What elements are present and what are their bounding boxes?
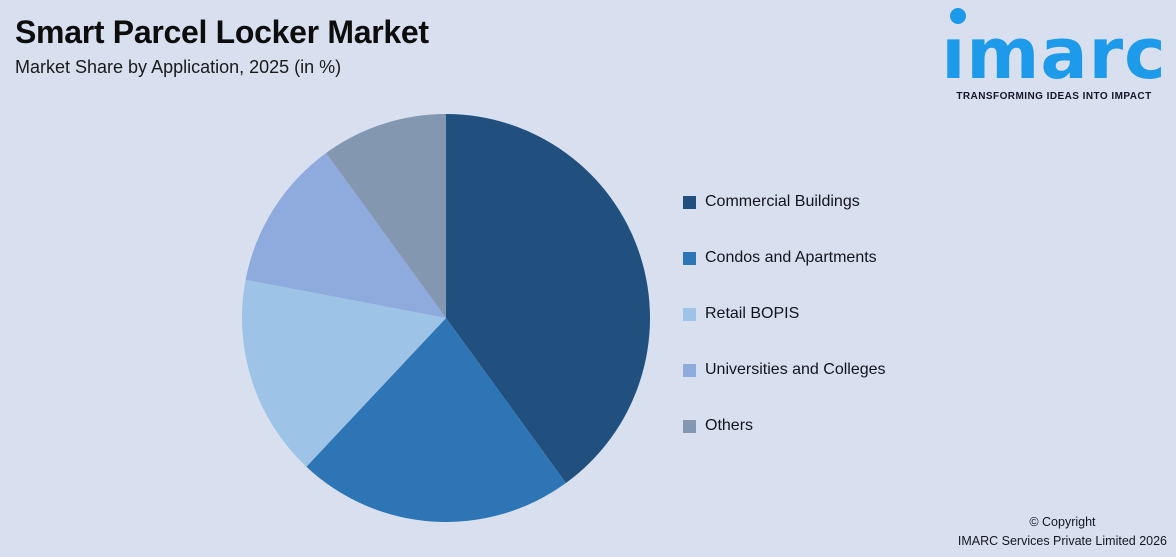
page-subtitle: Market Share by Application, 2025 (in %) xyxy=(15,56,342,77)
legend-label: Others xyxy=(705,417,754,434)
pie-slice-condos-and-apartments xyxy=(306,318,566,522)
legend-label: Condos and Apartments xyxy=(705,249,877,266)
legend-label: Commercial Buildings xyxy=(705,193,860,210)
legend-item: Commercial Buildings xyxy=(683,192,886,212)
pie-slice-universities-and-colleges xyxy=(245,152,446,318)
logo-tagline: TRANSFORMING IDEAS INTO IMPACT xyxy=(956,91,1152,102)
logo-i-dot-icon xyxy=(950,8,966,24)
legend-swatch-icon xyxy=(683,195,696,209)
copyright-line-2: IMARC Services Private Limited 2026 xyxy=(957,534,1167,548)
header: Smart Parcel Locker Market Market Share … xyxy=(15,14,429,78)
legend-swatch-icon xyxy=(683,307,696,321)
page-title: Smart Parcel Locker Market xyxy=(15,14,429,50)
copyright-line-1: © Copyright xyxy=(1029,515,1096,529)
legend-swatch-icon xyxy=(683,419,696,433)
logo-wordmark: ımarc xyxy=(937,6,1171,89)
pie-slice-others xyxy=(326,114,446,318)
legend: Commercial Buildings Condos and Apartment… xyxy=(683,192,886,472)
legend-label: Universities and Colleges xyxy=(705,361,886,378)
legend-item: Universities and Colleges xyxy=(683,360,886,380)
pie-slice-commercial-buildings xyxy=(446,114,650,484)
copyright-notice: © Copyright IMARC Services Private Limit… xyxy=(958,513,1167,551)
legend-item: Condos and Apartments xyxy=(683,248,886,268)
imarc-logo: ımarc TRANSFORMING IDEAS INTO IMPACT xyxy=(937,6,1171,102)
legend-label: Retail BOPIS xyxy=(705,305,800,322)
legend-item: Retail BOPIS xyxy=(683,304,886,324)
logo-brand-text: ımarc xyxy=(941,13,1167,95)
legend-item: Others xyxy=(683,416,886,436)
pie-chart xyxy=(242,114,650,522)
legend-swatch-icon xyxy=(683,363,696,377)
legend-swatch-icon xyxy=(683,251,696,265)
pie-slice-retail-bopis xyxy=(242,279,446,467)
